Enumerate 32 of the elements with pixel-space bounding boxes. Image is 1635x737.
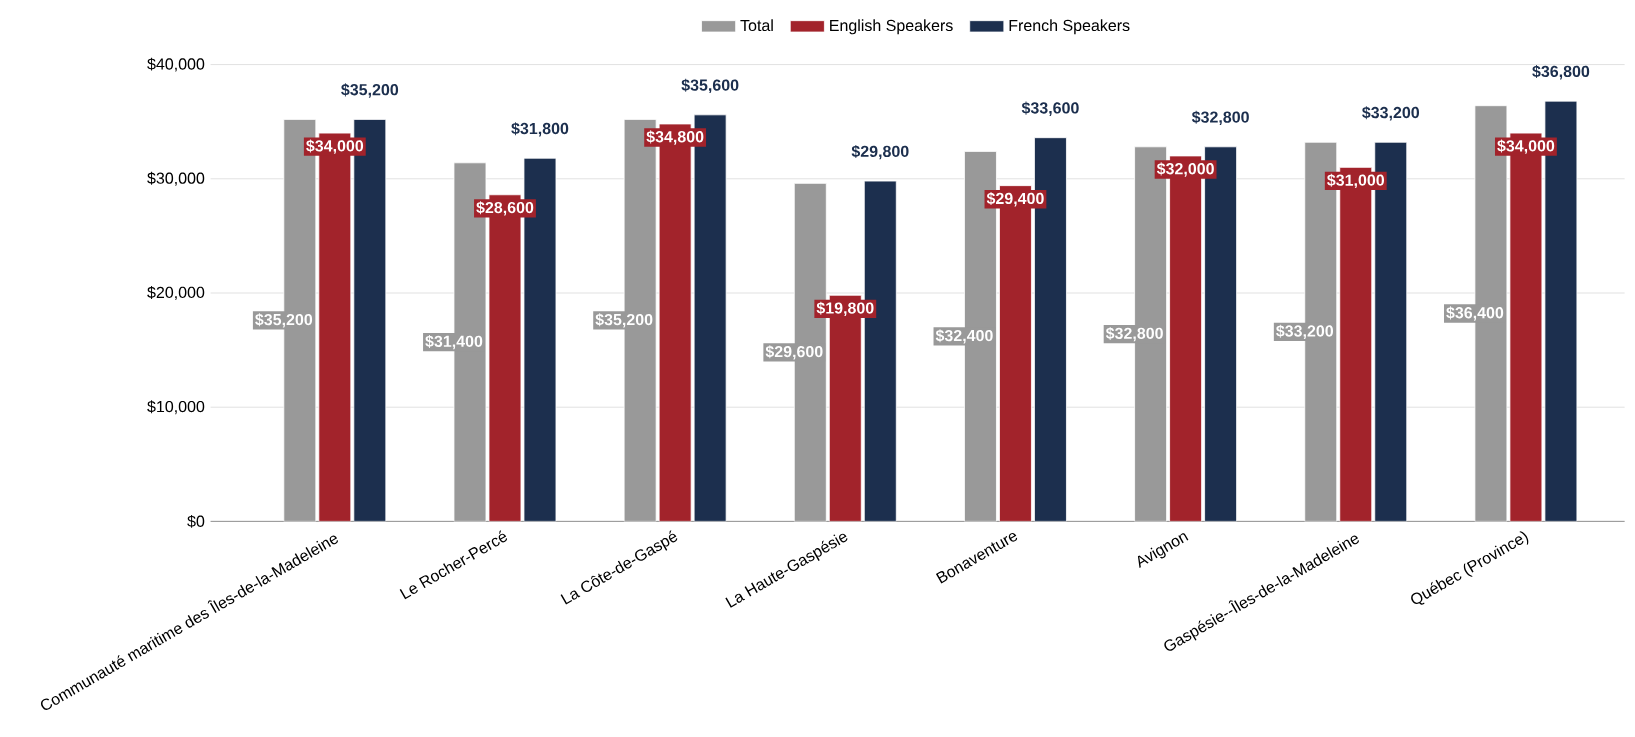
- data-label: $33,200: [1362, 106, 1420, 121]
- data-label: $29,800: [851, 144, 909, 160]
- y-tick-label: $10,000: [147, 400, 205, 415]
- legend-label: Total: [740, 19, 773, 32]
- data-label: $32,000: [1156, 162, 1214, 177]
- data-label: $34,800: [646, 130, 704, 145]
- data-label: $33,600: [1021, 101, 1079, 116]
- data-label: $33,200: [1276, 324, 1334, 339]
- y-tick-label: $30,000: [147, 171, 205, 186]
- data-label: $34,000: [1497, 139, 1555, 154]
- data-label: $28,600: [476, 201, 534, 216]
- data-label: $36,400: [1446, 306, 1504, 321]
- data-label: $19,800: [816, 301, 874, 317]
- data-label: $29,400: [986, 192, 1044, 207]
- data-label: $31,400: [425, 334, 483, 350]
- data-label: $32,800: [1191, 110, 1249, 126]
- data-label: $35,600: [681, 78, 739, 94]
- y-tick-label: $0: [187, 514, 205, 528]
- legend-label: English Speakers: [830, 19, 953, 35]
- data-label: $32,400: [935, 329, 993, 344]
- y-tick-label: $40,000: [147, 57, 205, 72]
- data-label: $34,000: [306, 139, 364, 154]
- data-label: $32,800: [1105, 326, 1163, 342]
- data-label: $35,200: [341, 83, 399, 98]
- data-label: $35,200: [255, 313, 313, 328]
- data-label: $36,800: [1532, 65, 1590, 80]
- y-tick-label: $20,000: [147, 286, 205, 300]
- legend-label: French Speakers: [1009, 19, 1130, 35]
- data-label: $31,000: [1327, 173, 1385, 189]
- data-label: $29,600: [765, 345, 823, 360]
- data-label: $31,800: [511, 122, 569, 137]
- data-label: $35,200: [595, 313, 653, 328]
